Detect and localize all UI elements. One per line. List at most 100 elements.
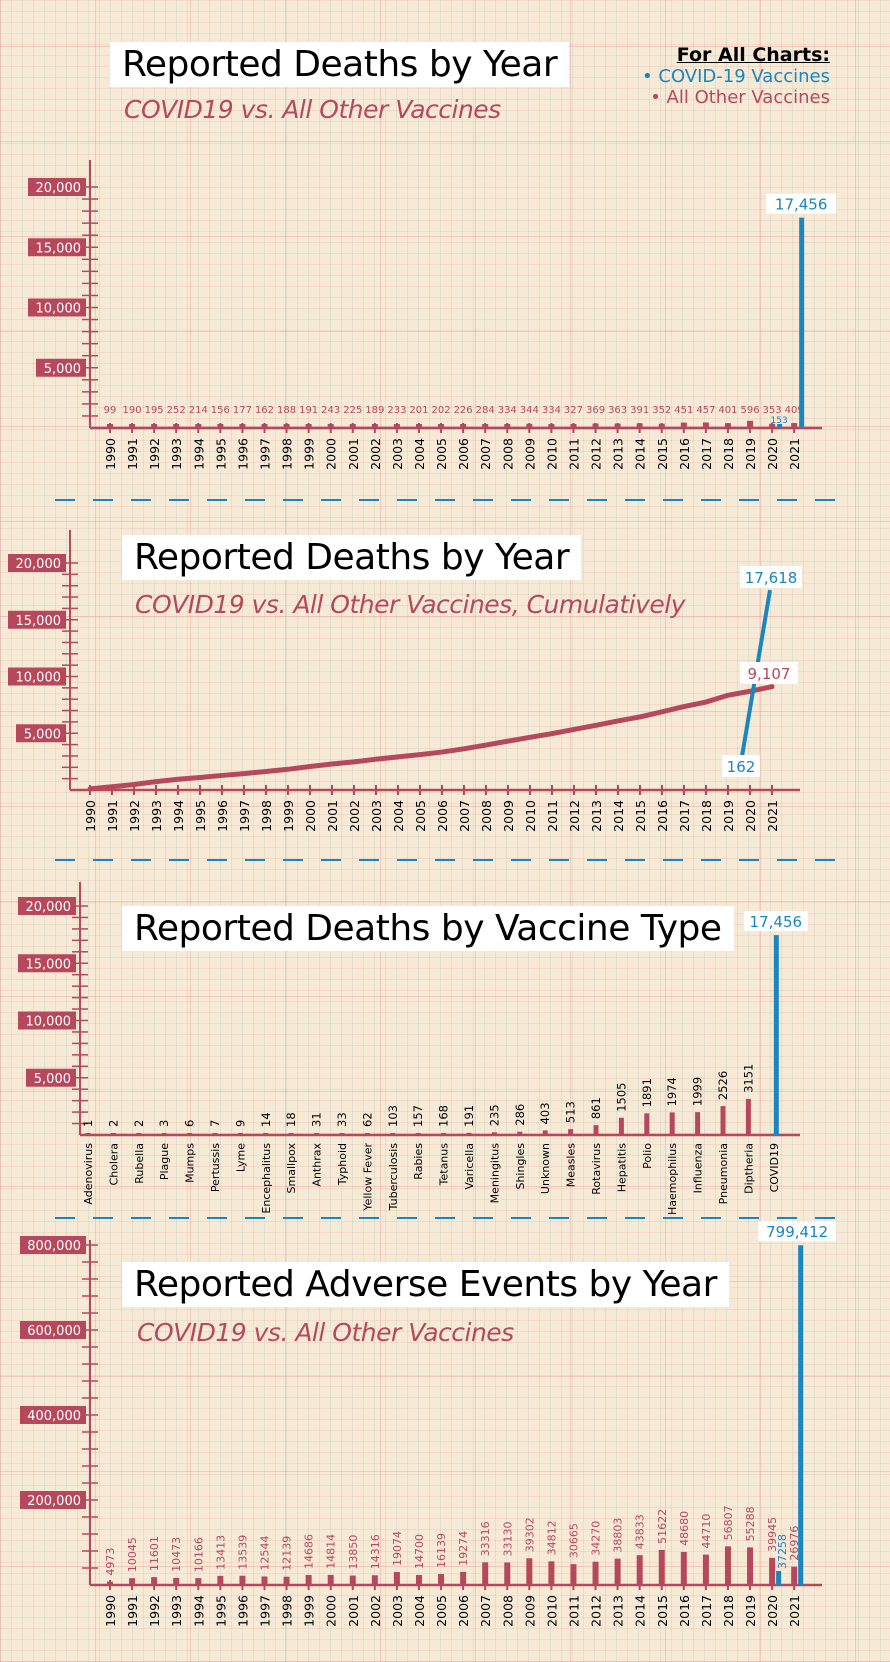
chart3-x-tick-label: Pneumonia bbox=[717, 1143, 730, 1204]
chart3-x-tick-label: COVID19 bbox=[768, 1143, 781, 1192]
chart3-bar bbox=[85, 1133, 91, 1135]
chart3-bar bbox=[187, 1133, 193, 1135]
chart3-x-tick-label: Yellow Fever bbox=[361, 1143, 374, 1212]
chart2-x-tick-label: 2021 bbox=[765, 800, 780, 832]
chart4-value-label-bg bbox=[758, 1221, 837, 1242]
chart3-bar bbox=[263, 1133, 269, 1135]
chart3-value-label: 157 bbox=[411, 1105, 425, 1127]
chart4-bar-other bbox=[658, 1549, 665, 1585]
chart1-value-label-other: 225 bbox=[343, 405, 362, 416]
chart4-value-label-other: 10045 bbox=[126, 1537, 139, 1572]
chart3-value-label: 403 bbox=[538, 1102, 552, 1124]
chart3-x-tick-label: Plague bbox=[158, 1143, 171, 1180]
chart3-value-label: 1891 bbox=[640, 1078, 654, 1107]
chart2-title: Reported Deaths by Year bbox=[122, 535, 582, 580]
chart3-value-label: 2526 bbox=[716, 1071, 730, 1100]
chart4-value-label-other: 13413 bbox=[214, 1535, 227, 1570]
chart1-value-label-other: 188 bbox=[277, 405, 296, 416]
chart2-x-tick-label: 2006 bbox=[435, 800, 450, 832]
chart3-bar bbox=[364, 1133, 370, 1135]
chart3-x-tick-label: Rotavirus bbox=[590, 1143, 603, 1195]
chart4-x-tick-label: 1996 bbox=[235, 1595, 250, 1627]
chart1-value-label-other: 284 bbox=[476, 405, 495, 416]
chart4-x-tick-label: 2001 bbox=[346, 1595, 361, 1627]
chart2-x-tick-label: 2003 bbox=[369, 800, 384, 832]
chart4-value-label-other: 44710 bbox=[700, 1514, 713, 1549]
chart3-bar bbox=[720, 1106, 726, 1135]
chart4-bar-other bbox=[438, 1574, 445, 1585]
chart3-bar bbox=[517, 1131, 523, 1135]
chart4-value-label-other: 11601 bbox=[148, 1536, 161, 1571]
chart4-value-label-other: 33316 bbox=[479, 1521, 492, 1556]
chart3-y-tick-label: 20,000 bbox=[26, 900, 72, 915]
chart3-value-label: 9 bbox=[233, 1120, 247, 1127]
chart4-title: Reported Adverse Events by Year bbox=[122, 1262, 729, 1307]
chart4-bar-other bbox=[791, 1566, 798, 1585]
chart3-x-tick-label: Adenovirus bbox=[82, 1143, 95, 1205]
chart4-x-tick-label: 2011 bbox=[566, 1595, 581, 1627]
chart4-value-label-other: 13539 bbox=[236, 1535, 249, 1570]
chart1-value-label-other: 162 bbox=[255, 405, 274, 416]
chart4-x-tick-label: 1991 bbox=[125, 1595, 140, 1627]
chart1-value-label-other: 596 bbox=[740, 405, 759, 416]
chart4-value-label-other: 34270 bbox=[590, 1521, 603, 1556]
chart1-y-tick-bg bbox=[28, 238, 86, 257]
chart3-bar bbox=[618, 1117, 624, 1135]
chart2-y-tick-bg bbox=[16, 724, 66, 743]
chart2-x-tick-label: 1991 bbox=[105, 800, 120, 832]
chart1-x-tick-label: 1991 bbox=[125, 438, 140, 470]
chart1-value-label-other: 334 bbox=[542, 405, 561, 416]
chart1-x-tick-label: 2012 bbox=[589, 438, 604, 470]
chart4-x-tick-label: 2015 bbox=[655, 1595, 670, 1627]
chart4-value-label-other: 19274 bbox=[457, 1531, 470, 1566]
chart1-subtitle: COVID19 vs. All Other Vaccines bbox=[124, 95, 501, 124]
chart1-value-label-covid: 153 bbox=[771, 416, 788, 426]
chart3-value-label: 235 bbox=[487, 1104, 501, 1126]
chart1-x-tick-label: 2002 bbox=[368, 438, 383, 470]
chart4-x-tick-label: 2017 bbox=[699, 1595, 714, 1627]
chart3-x-tick-label: Lyme bbox=[234, 1143, 247, 1172]
chart1-x-tick-label: 1993 bbox=[169, 438, 184, 470]
chart4-bar-other bbox=[636, 1555, 643, 1585]
chart4-y-tick-bg bbox=[20, 1236, 86, 1254]
chart4-x-tick-label: 2020 bbox=[765, 1595, 780, 1627]
chart4-y-tick-label: 400,000 bbox=[27, 1409, 81, 1424]
chart4-value-label-other: 30665 bbox=[567, 1523, 580, 1558]
chart1-value-label-other: 202 bbox=[432, 405, 451, 416]
chart2-y-tick-label: 20,000 bbox=[16, 557, 62, 572]
chart4-y-tick-bg bbox=[20, 1491, 86, 1509]
legend-other: • All Other Vaccines bbox=[650, 87, 830, 108]
chart4-bar-covid bbox=[776, 1571, 782, 1585]
chart4-bar-other bbox=[769, 1557, 776, 1585]
chart4-bar-other bbox=[393, 1572, 400, 1585]
chart4-x-tick-label: 2012 bbox=[589, 1595, 604, 1627]
chart4-x-tick-label: 2016 bbox=[677, 1595, 692, 1627]
chart4-value-label-other: 14814 bbox=[325, 1534, 338, 1569]
chart3-x-tick-label: Meningitus bbox=[488, 1143, 501, 1204]
chart1-y-tick-label: 15,000 bbox=[36, 241, 82, 256]
chart2-x-tick-label: 2004 bbox=[391, 800, 406, 832]
chart4-bar-covid bbox=[798, 1245, 804, 1585]
chart1-x-tick-label: 2014 bbox=[633, 438, 648, 470]
chart3-bar bbox=[110, 1133, 116, 1135]
chart1-title: Reported Deaths by Year bbox=[110, 42, 570, 87]
chart1-x-tick-label: 2006 bbox=[456, 438, 471, 470]
chart3-value-label: 2 bbox=[106, 1120, 120, 1127]
chart2-x-tick-label: 2015 bbox=[633, 800, 648, 832]
chart3-value-label: 7 bbox=[208, 1120, 222, 1127]
chart1-x-tick-label: 2015 bbox=[655, 438, 670, 470]
chart3-x-tick-label: Tuberculosis bbox=[387, 1143, 400, 1212]
chart3-y-tick-bg bbox=[18, 954, 76, 973]
chart1-value-label-other: 352 bbox=[652, 405, 671, 416]
chart4-x-tick-label: 1994 bbox=[191, 1595, 206, 1627]
chart4-value-label-other: 14316 bbox=[369, 1534, 382, 1569]
chart1-bar-covid bbox=[777, 424, 783, 428]
chart3-value-label-covid: 17,456 bbox=[750, 913, 803, 931]
chart1-x-tick-label: 1992 bbox=[147, 438, 162, 470]
chart3-value-label: 3151 bbox=[741, 1064, 755, 1093]
chart3-bar bbox=[212, 1133, 218, 1135]
chart1-x-tick-label: 2005 bbox=[434, 438, 449, 470]
chart2-x-tick-label: 2019 bbox=[721, 800, 736, 832]
chart4-x-tick-label: 2006 bbox=[456, 1595, 471, 1627]
chart1-value-label-other: 195 bbox=[145, 405, 164, 416]
